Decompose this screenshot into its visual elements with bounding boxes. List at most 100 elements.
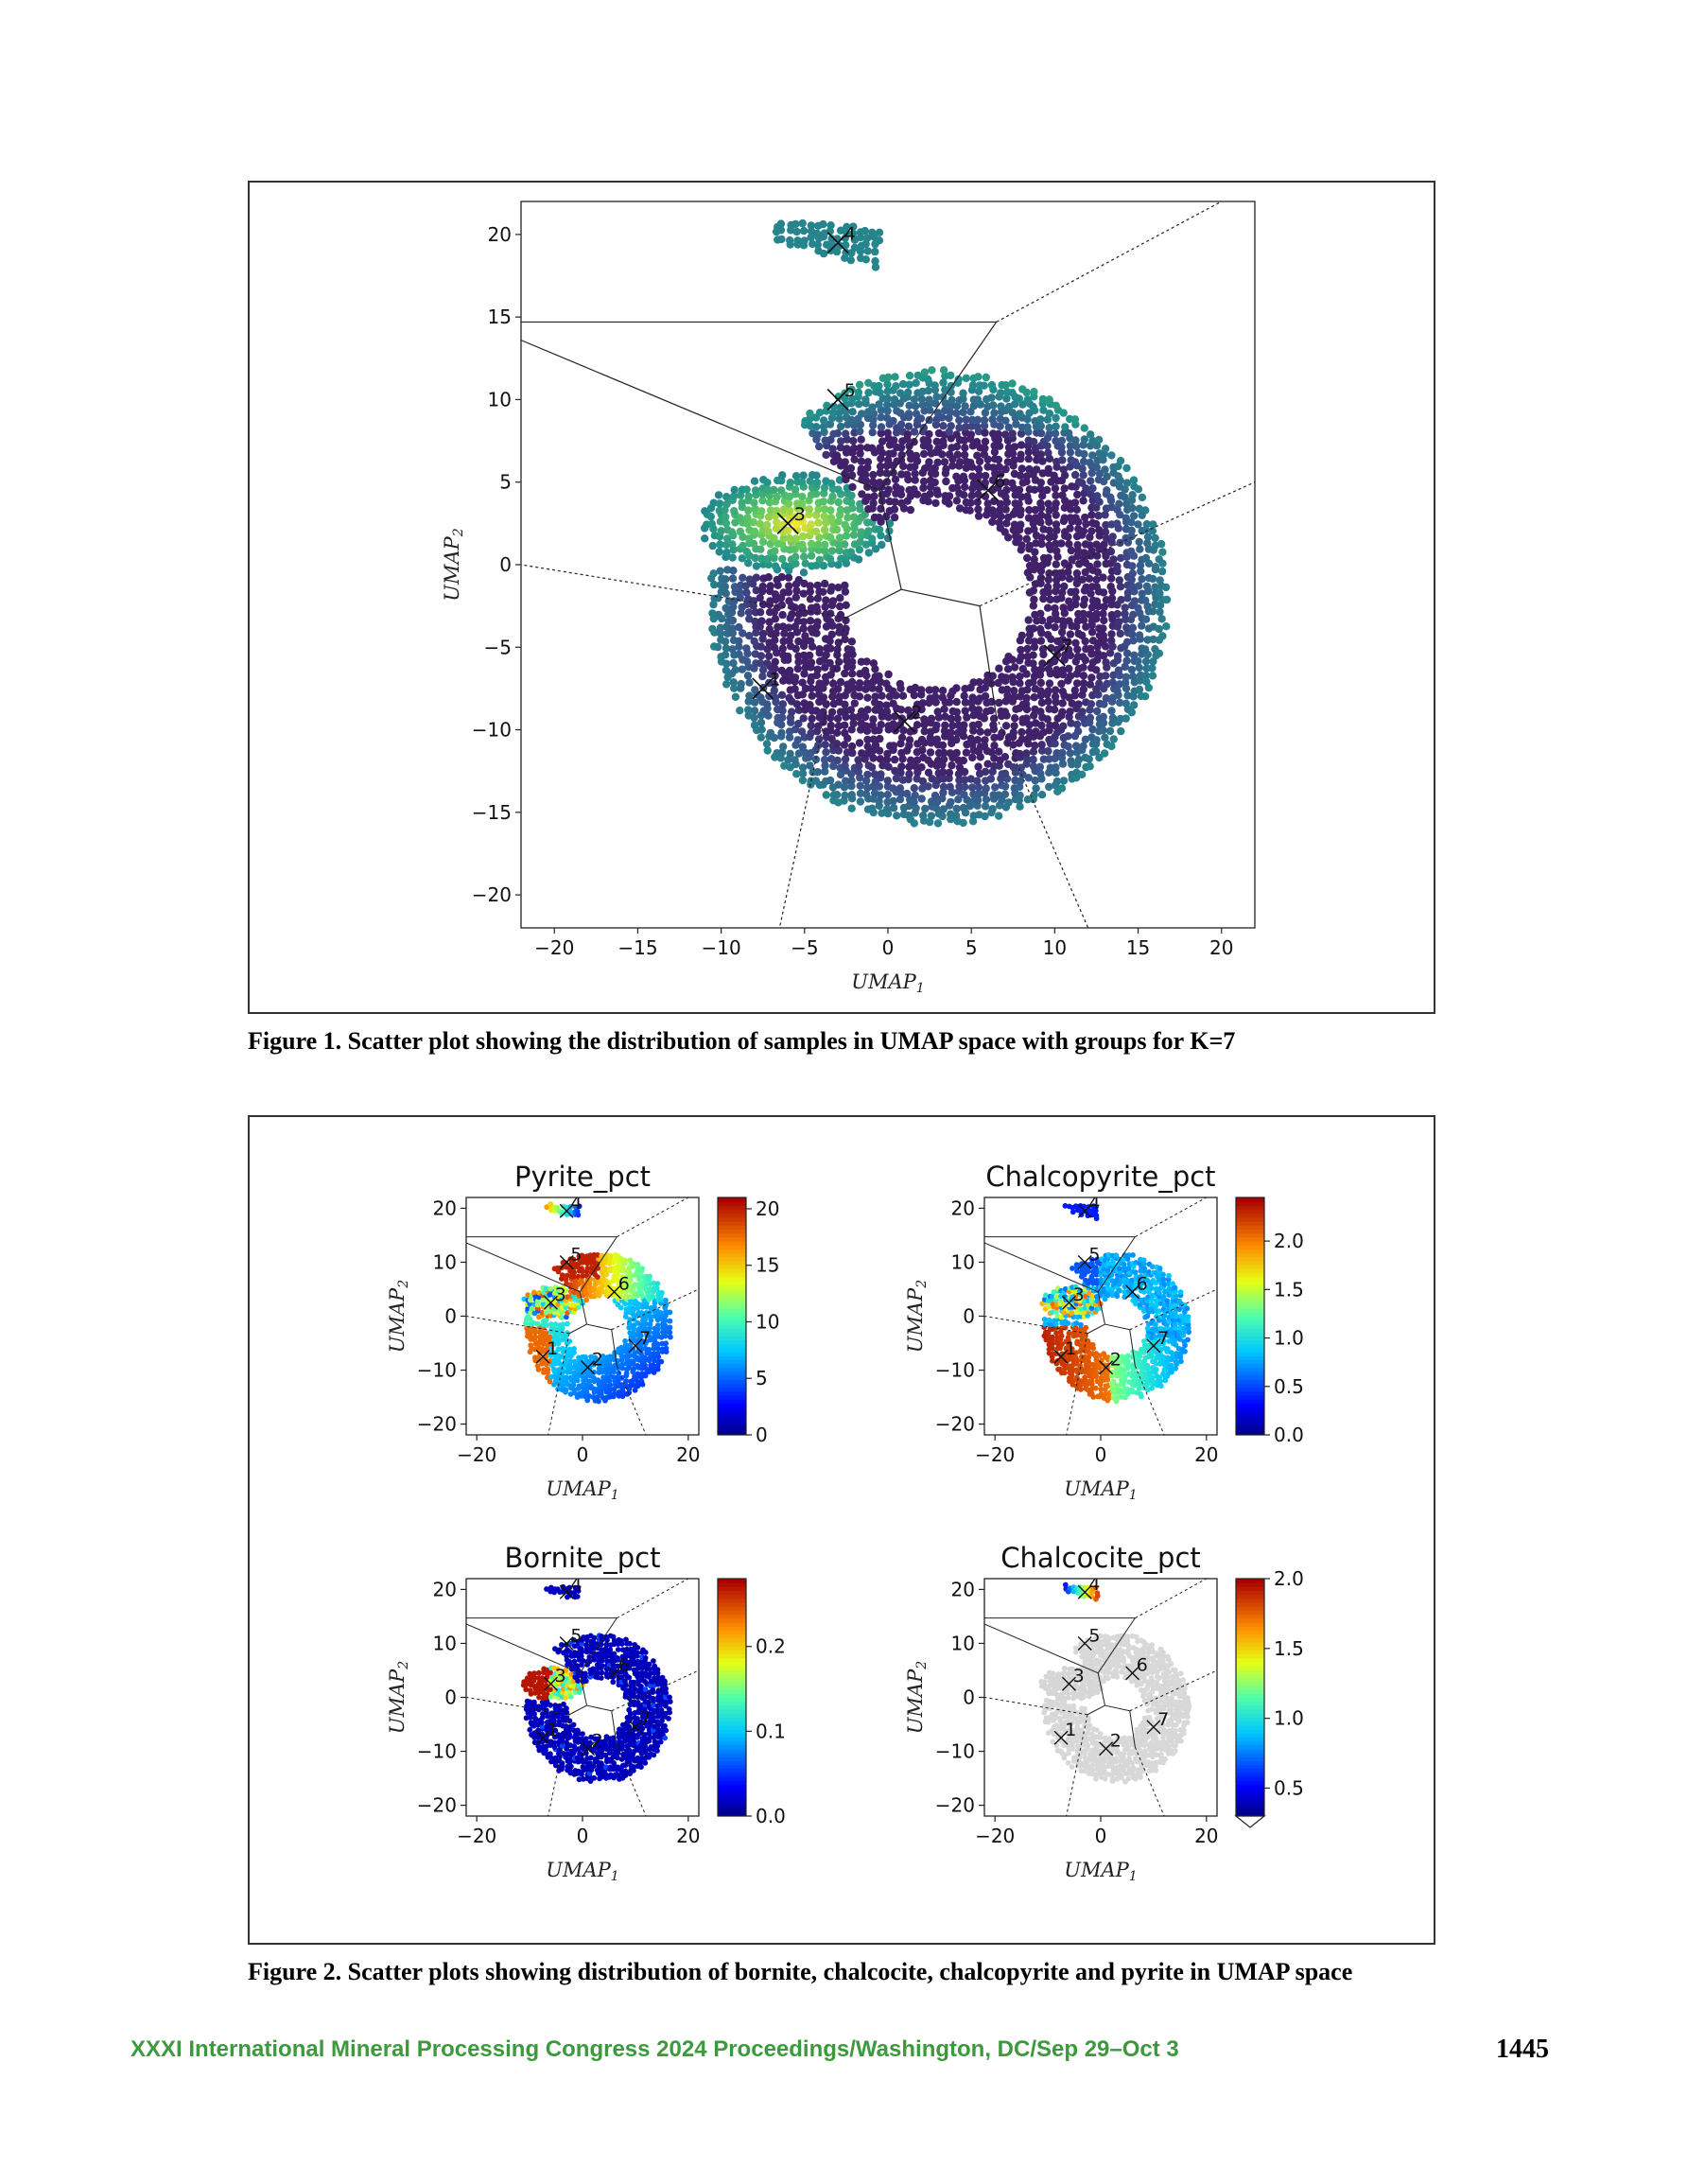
colorbar-segment: [718, 1213, 746, 1218]
colorbar-segment: [718, 1363, 746, 1369]
colorbar-segment: [1236, 1419, 1264, 1424]
y-axis-label: UMAP2: [904, 1661, 930, 1735]
colorbar-segment: [1236, 1650, 1264, 1654]
colorbar: 0.5 1.0 1.5 2.0: [1234, 1567, 1304, 1828]
colorbar-segment: [1236, 1681, 1264, 1686]
colorbar-segment: [1236, 1328, 1264, 1333]
colorbar-segment: [1236, 1221, 1264, 1226]
voronoi-line: [579, 1672, 587, 1706]
centroid-label: 2: [1110, 1350, 1122, 1371]
colorbar-segment: [718, 1737, 746, 1742]
centroid-marker: [628, 1338, 643, 1354]
colorbar-segment: [718, 1721, 746, 1726]
colorbar-segment: [1236, 1276, 1264, 1282]
colorbar-segment: [718, 1197, 746, 1202]
colorbar-segment: [1236, 1260, 1264, 1266]
colorbar-segment: [718, 1641, 746, 1647]
colorbar-segment: [1236, 1292, 1264, 1298]
page-number: 1445: [1496, 2035, 1549, 2064]
colorbar-segment: [718, 1415, 746, 1420]
y-axis-label: UMAP2: [441, 528, 466, 602]
colorbar-tick-label: 5: [756, 1367, 768, 1389]
scatter-points: [1039, 1202, 1191, 1405]
voronoi-line: [1129, 1710, 1136, 1748]
y-tick-label: −15: [472, 801, 512, 824]
y-tick-label: −10: [935, 1359, 975, 1382]
centroid-label: 2: [911, 703, 922, 724]
centroid-markers: 1 2 3 4 5 6 7: [752, 223, 1072, 733]
colorbar: 0 5 10 15 20: [717, 1197, 779, 1446]
colorbar-segment: [718, 1811, 746, 1817]
colorbar-segment: [1236, 1355, 1264, 1361]
centroid-marker: [543, 1676, 558, 1691]
colorbar-segment: [718, 1375, 746, 1380]
colorbar-frame: [717, 1578, 747, 1817]
y-tick-label: 20: [433, 1197, 457, 1219]
centroid-marker: [628, 1720, 643, 1735]
voronoi-line: [1135, 1579, 1208, 1619]
colorbar-tick-label: 1.5: [1274, 1278, 1304, 1301]
centroid-label: 6: [618, 1274, 630, 1295]
x-axis-label: UMAP1: [546, 1859, 618, 1884]
y-tick-label: 10: [433, 1250, 457, 1273]
colorbar-tick-label: 0.5: [1274, 1375, 1304, 1398]
colorbar-segment: [1236, 1614, 1264, 1619]
colorbar-segment: [718, 1232, 746, 1238]
colorbar-segment: [1236, 1796, 1264, 1801]
colorbar-segment: [718, 1740, 746, 1746]
colorbar-segment: [718, 1796, 746, 1801]
colorbar-segment: [1236, 1272, 1264, 1278]
voronoi-line: [900, 588, 981, 607]
colorbar-segment: [718, 1280, 746, 1285]
colorbar-segment: [1236, 1677, 1264, 1683]
y-tick-label: 5: [499, 471, 512, 494]
colorbar-segment: [718, 1249, 746, 1254]
colorbar-segment: [718, 1661, 746, 1667]
colorbar-segment: [718, 1617, 746, 1623]
voronoi-line: [1097, 1617, 1136, 1674]
colorbar-segment: [718, 1724, 746, 1730]
colorbar-segment: [1236, 1610, 1264, 1616]
x-axis-label: UMAP1: [546, 1477, 618, 1503]
centroid-marker: [1146, 1338, 1161, 1354]
colorbar-segment: [718, 1630, 746, 1635]
voronoi-line: [1129, 1329, 1136, 1367]
y-tick-label: 10: [488, 388, 512, 411]
centroid-marker: [581, 1741, 596, 1756]
colorbar-segment: [1236, 1788, 1264, 1793]
colorbar-segment: [1236, 1721, 1264, 1726]
colorbar-segment: [718, 1292, 746, 1298]
y-tick-label: 15: [488, 306, 512, 328]
x-tick-label: 0: [577, 1825, 589, 1847]
mineral-plot-bornite-pct: 1 2 3 4 5 6 7 −20 0 20 −20 −10 0 10 20 UMAP1 UMAP2 Bornit…: [386, 1542, 701, 1884]
centroid-marker: [1077, 1635, 1092, 1651]
centroid-label: 7: [1157, 1709, 1169, 1730]
colorbar-segment: [718, 1260, 746, 1266]
colorbar-segment: [1236, 1256, 1264, 1262]
centroid-marker: [1043, 644, 1066, 667]
colorbar-segment: [718, 1355, 746, 1361]
colorbar-segment: [718, 1673, 746, 1679]
colorbar-segment: [718, 1284, 746, 1289]
colorbar-segment: [718, 1399, 746, 1405]
colorbar-segment: [1236, 1661, 1264, 1667]
colorbar-segment: [718, 1323, 746, 1329]
colorbar-segment: [718, 1704, 746, 1710]
colorbar-segment: [718, 1800, 746, 1805]
colorbar-segment: [1236, 1717, 1264, 1722]
voronoi-line: [1097, 1672, 1105, 1706]
colorbar-segment: [1236, 1748, 1264, 1754]
colorbar-segment: [1236, 1288, 1264, 1293]
centroid-marker: [826, 232, 849, 254]
colorbar-segment: [1236, 1387, 1264, 1392]
colorbar-segment: [718, 1634, 746, 1639]
colorbar-segment: [718, 1669, 746, 1674]
voronoi-line: [878, 490, 902, 590]
colorbar-segment: [718, 1209, 746, 1214]
colorbar-segment: [1236, 1780, 1264, 1786]
colorbar-segment: [1236, 1594, 1264, 1599]
centroid-label: 7: [1157, 1328, 1169, 1349]
plot-area: 1 2 3 4 5 6 7: [984, 1579, 1217, 1816]
colorbar-segment: [718, 1764, 746, 1770]
colorbar-segment: [718, 1319, 746, 1325]
